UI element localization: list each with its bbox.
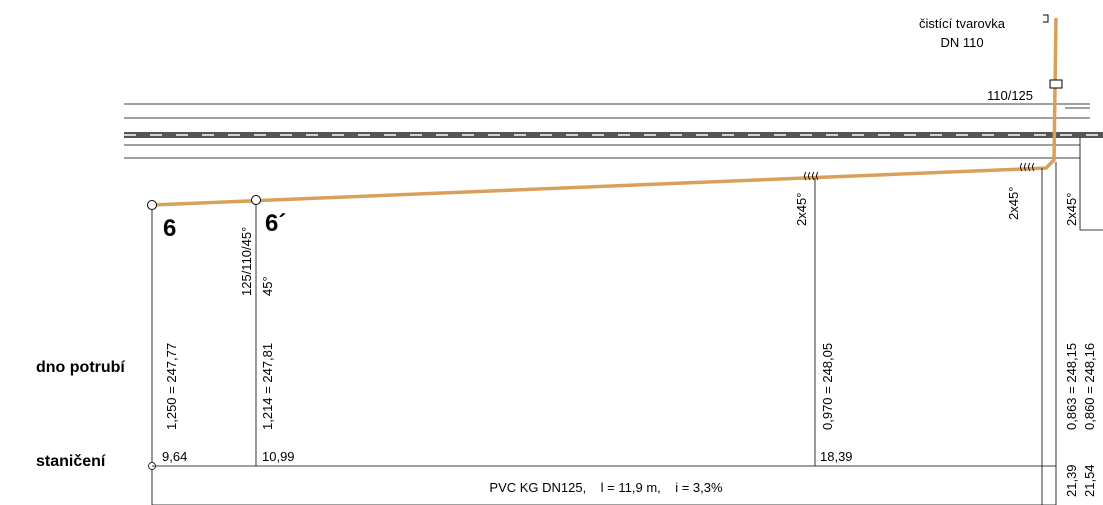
pipe-end-cap-icon [1043, 14, 1049, 23]
road-surface [124, 132, 1103, 138]
manhole-number-6-prime: 6´ [265, 210, 286, 237]
bend-label-4: 2x45° [1006, 187, 1021, 220]
fitting-label: čistící tvarovka [919, 16, 1006, 31]
fitting-label-2: 125/110/45° [239, 227, 254, 296]
manhole-number-6: 6 [163, 215, 176, 242]
manhole-node-6-prime [251, 195, 261, 205]
stationing-band [152, 465, 1056, 505]
pipe-info-label: PVC KG DN125, l = 11,9 m, i = 3,3% [489, 480, 723, 495]
station-label-1: 9,64 [162, 449, 187, 464]
pipe [151, 14, 1063, 207]
pipe-line [151, 17, 1058, 207]
bend-label-3: 2x45° [794, 193, 809, 226]
row-label-bottom: dno potrubí [36, 359, 125, 376]
reducer-label: 110/125 [987, 88, 1033, 103]
bend-label-5: 2x45° [1064, 193, 1079, 226]
depth-label-3: 0,970 = 248,05 [820, 343, 835, 430]
fitting-dn-label: DN 110 [940, 35, 983, 50]
station-label-3: 18,39 [820, 449, 853, 464]
station-label-2: 10,99 [262, 449, 295, 464]
cleanout-fitting-icon [1049, 79, 1063, 89]
vertical-lines [151, 162, 1057, 505]
row-label-stationing: staničení [36, 453, 106, 470]
depth-label-2: 1,214 = 247,81 [260, 343, 275, 430]
bend-marker-icon [804, 171, 819, 181]
station-label-4: 21,39 [1064, 464, 1079, 497]
depth-label-5: 0,860 = 248,16 [1082, 343, 1097, 430]
angle-label-2: 45° [260, 276, 275, 296]
station-label-5: 21,54 [1082, 464, 1097, 497]
manhole-node-6 [147, 200, 157, 210]
wall-outline [1079, 138, 1103, 231]
depth-label-1: 1,250 = 247,77 [164, 343, 179, 430]
depth-label-4: 0,863 = 248,15 [1064, 343, 1079, 430]
bend-marker-icon [1020, 162, 1035, 172]
road-section [124, 103, 1103, 231]
